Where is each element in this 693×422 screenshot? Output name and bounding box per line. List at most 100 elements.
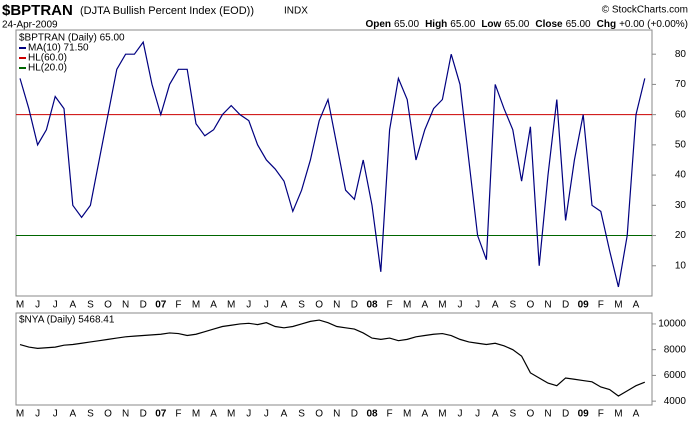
x-tick-label: D xyxy=(140,300,147,311)
series-line xyxy=(19,319,646,397)
x-tick-label: J xyxy=(264,300,269,311)
quote-value: 65.00 xyxy=(504,19,529,30)
description: (DJTA Bullish Percent Index (EOD)) xyxy=(80,5,254,17)
quote-label: Low xyxy=(481,19,501,30)
y-tick-label: 10 xyxy=(675,260,687,271)
x-tick-label: 09 xyxy=(578,300,590,311)
x-tick-label: 08 xyxy=(366,409,378,420)
x-tick-label: A xyxy=(69,409,76,420)
quote-value: 65.00 xyxy=(394,19,419,30)
x-tick-label: M xyxy=(227,300,235,311)
y-tick-label: 10000 xyxy=(658,319,686,330)
x-tick-label: D xyxy=(140,409,147,420)
quote: Open 65.00 High 65.00 Low 65.00 Close 65.00 Chg +… xyxy=(365,19,688,30)
x-tick-label: M xyxy=(438,409,446,420)
upper-panel xyxy=(15,29,653,297)
quote-label: Close xyxy=(535,19,563,30)
legend-entry: MA(10) 71.50 xyxy=(28,43,89,54)
x-tick-label: D xyxy=(351,300,358,311)
copyright: © StockCharts.com xyxy=(602,5,688,16)
quote-line: Open 65.00 High 65.00 Low 65.00 Close 65.00 Chg +… xyxy=(365,19,688,30)
x-tick-label: N xyxy=(333,409,340,420)
y-tick-label: 50 xyxy=(675,140,687,151)
x-tick-label: A xyxy=(210,409,217,420)
x-tick-label: M xyxy=(614,300,622,311)
x-tick-label: F xyxy=(598,300,604,311)
y-tick-label: 70 xyxy=(675,79,687,90)
x-tick-label: A xyxy=(633,409,640,420)
x-tick-label: J xyxy=(458,409,463,420)
x-tick-label: N xyxy=(544,300,551,311)
quote-value: 65.00 xyxy=(566,19,591,30)
x-tick-label: J xyxy=(246,300,251,311)
x-tick-label: O xyxy=(315,300,323,311)
x-tick-label: J xyxy=(458,300,463,311)
x-tick-label: N xyxy=(333,300,340,311)
x-tick-label: A xyxy=(210,300,217,311)
x-tick-label: N xyxy=(122,300,129,311)
x-tick-label: S xyxy=(509,300,516,311)
y-tick-label: 40 xyxy=(675,170,687,181)
x-tick-label: D xyxy=(562,409,569,420)
y-tick-label: 8000 xyxy=(664,344,687,355)
x-tick-label: A xyxy=(281,409,288,420)
quote-label: Open xyxy=(365,19,391,30)
x-tick-label: 09 xyxy=(578,409,590,420)
x-tick-label: J xyxy=(475,300,480,311)
x-tick-label: D xyxy=(562,300,569,311)
x-tick-label: S xyxy=(298,300,305,311)
x-tick-label: M xyxy=(227,409,235,420)
lower-panel xyxy=(15,312,653,406)
x-tick-label: S xyxy=(87,300,94,311)
x-tick-label: F xyxy=(387,300,393,311)
y-tick-label: 30 xyxy=(675,200,687,211)
x-tick-label: A xyxy=(69,300,76,311)
x-tick-label: F xyxy=(387,409,393,420)
x-tick-label: M xyxy=(192,300,200,311)
x-tick-label: A xyxy=(633,300,640,311)
symbol: $BPTRAN xyxy=(2,2,73,19)
x-tick-label: F xyxy=(175,300,181,311)
y-tick-label: 4000 xyxy=(664,396,687,407)
y-tick-label: 60 xyxy=(675,109,687,120)
x-tick-label: O xyxy=(527,409,535,420)
x-tick-label: O xyxy=(104,409,112,420)
y-tick-label: 20 xyxy=(675,230,687,241)
x-tick-label: J xyxy=(35,300,40,311)
x-tick-label: M xyxy=(403,409,411,420)
legend-title: $BPTRAN (Daily) 65.00 xyxy=(19,33,125,44)
x-tick-label: A xyxy=(492,409,499,420)
x-tick-label: A xyxy=(421,409,428,420)
x-tick-label: N xyxy=(544,409,551,420)
legend-entry: HL(20.0) xyxy=(28,63,67,74)
x-tick-label: J xyxy=(53,409,58,420)
x-tick-label: J xyxy=(35,409,40,420)
x-tick-label: M xyxy=(403,300,411,311)
quote-label: High xyxy=(425,19,447,30)
x-tick-label: O xyxy=(315,409,323,420)
x-tick-label: S xyxy=(509,409,516,420)
x-tick-label: J xyxy=(246,409,251,420)
x-tick-label: M xyxy=(438,300,446,311)
x-tick-label: 07 xyxy=(155,409,167,420)
legend-title: $NYA (Daily) 5468.41 xyxy=(19,315,115,326)
x-tick-label: A xyxy=(421,300,428,311)
x-tick-label: S xyxy=(87,409,94,420)
x-tick-label: F xyxy=(598,409,604,420)
x-tick-label: A xyxy=(281,300,288,311)
exchange: INDX xyxy=(284,6,308,17)
x-tick-label: 08 xyxy=(366,300,378,311)
x-tick-label: M xyxy=(192,409,200,420)
x-tick-label: J xyxy=(264,409,269,420)
x-tick-label: A xyxy=(492,300,499,311)
x-tick-label: 07 xyxy=(155,300,167,311)
quote-value: 65.00 xyxy=(450,19,475,30)
x-tick-label: O xyxy=(104,300,112,311)
x-tick-label: O xyxy=(527,300,535,311)
y-tick-label: 80 xyxy=(675,49,687,60)
quote-value: +0.00 (+0.00%) xyxy=(619,19,688,30)
quote-label: Chg xyxy=(597,19,616,30)
x-tick-label: N xyxy=(122,409,129,420)
x-tick-label: M xyxy=(614,409,622,420)
series-line xyxy=(19,40,646,288)
